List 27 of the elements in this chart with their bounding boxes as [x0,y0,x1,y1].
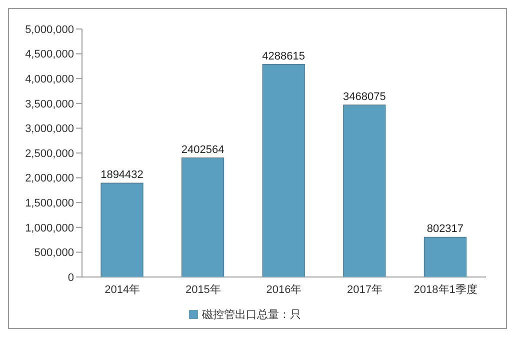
bar [182,158,224,277]
y-tick-label: 2,000,000 [25,172,74,185]
x-tick-label: 2015年 [185,284,221,296]
x-tick-label: 2016年 [266,284,302,296]
y-tick-label: 5,000,000 [25,24,74,36]
data-label: 3468075 [342,90,386,103]
y-tick-label: 1,000,000 [25,222,74,234]
bar [100,182,144,277]
y-tick-label: 3,500,000 [25,98,74,110]
data-label: 4288615 [262,50,306,62]
y-tick-label: 4,500,000 [25,48,74,61]
data-label: 802317 [426,223,464,236]
bar [262,64,305,277]
x-tick-label: 2018年1季度 [414,282,478,296]
y-tick-label: 2,500,000 [25,148,74,160]
y-tick-label: 500,000 [34,247,74,260]
x-tick-label: 2014年 [104,284,140,296]
bar [424,236,466,277]
y-tick-label: 4,000,000 [25,74,74,86]
y-tick-label: 3,000,000 [25,123,74,136]
data-label: 1894432 [100,169,144,182]
y-tick-label: 0 [68,272,74,284]
data-label: 2402564 [181,144,224,156]
bar [343,104,386,277]
legend-label: 磁控管出口总量：只 [202,309,301,321]
x-tick-label: 2017年 [347,284,383,296]
y-tick-label: 1,500,000 [25,198,74,210]
